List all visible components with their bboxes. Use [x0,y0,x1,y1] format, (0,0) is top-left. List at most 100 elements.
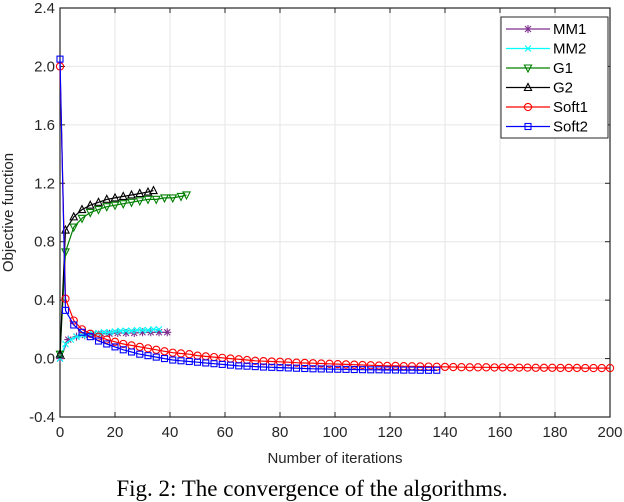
data-point-soft2 [251,363,259,371]
data-point-soft1 [317,359,326,368]
data-point-soft1 [119,339,128,349]
data-point-soft1 [605,363,615,373]
data-point-soft2 [111,343,119,351]
data-point-soft1 [597,363,606,373]
data-point-soft2 [70,321,78,329]
data-point-soft2 [78,328,86,336]
data-point-g1 [85,208,95,218]
y-tick-label: 2.4 [34,0,55,17]
data-point-soft2 [309,365,317,373]
data-point-mm2 [106,328,113,336]
data-point-soft1 [498,363,507,372]
data-point-mm2 [67,336,75,343]
data-point-soft2 [375,366,383,374]
legend-marker-mm2 [524,45,532,52]
data-point-g1 [159,194,170,204]
y-tick-label: 0.0 [34,351,55,368]
data-point-g2 [118,191,128,200]
data-point-g1 [151,195,161,205]
data-point-g2 [110,192,120,202]
data-point-g1 [77,214,87,224]
data-point-soft2 [301,364,309,373]
x-axis-label: Number of iterations [267,450,402,467]
data-point-soft1 [152,345,161,354]
data-point-soft2 [400,366,408,374]
data-point-soft2 [177,357,185,365]
legend-marker-g1 [523,64,533,74]
data-point-g1 [176,192,186,202]
data-point-mm2 [100,328,108,336]
data-point-mm1 [64,335,73,344]
data-point-soft2 [86,333,94,341]
y-tick-label: 0.8 [34,234,55,251]
data-point-soft1 [358,360,367,370]
data-point-g1 [168,194,178,204]
data-point-soft1 [259,357,268,366]
data-point-soft1 [572,363,582,373]
legend-marker-soft1 [523,102,533,112]
legend-label-soft2: Soft2 [553,119,588,136]
data-point-g2 [126,189,137,199]
data-point-soft2 [268,363,276,371]
y-tick-label: 1.6 [34,117,55,134]
data-point-soft2 [94,337,103,345]
data-point-soft1 [284,358,293,367]
legend-marker-soft2 [524,122,532,131]
figure-caption: Fig. 2: The convergence of the algorithm… [116,476,508,501]
data-point-soft2 [160,355,169,363]
x-tick-label: 80 [272,424,289,441]
data-point-soft1 [341,360,351,369]
data-point-soft2 [383,366,391,374]
data-point-soft1 [473,363,483,372]
data-point-g2 [55,348,65,358]
data-point-g1 [143,195,153,205]
data-point-mm2 [139,326,146,334]
data-point-soft1 [548,363,557,372]
x-tick-label: 140 [432,424,457,441]
data-point-soft2 [276,364,284,372]
data-point-soft1 [589,363,598,373]
data-point-soft1 [185,350,194,359]
data-point-soft1 [94,332,103,341]
data-point-g1 [102,203,112,212]
data-point-soft2 [350,365,358,374]
data-point-mm1 [138,328,147,337]
y-tick-label: -0.4 [29,409,55,426]
data-point-soft1 [143,344,153,353]
data-point-soft1 [581,363,590,373]
data-point-mm2 [62,340,69,348]
data-point-g2 [102,194,112,203]
x-tick-label: 200 [597,424,622,441]
series-line-g1 [59,194,187,355]
data-point-g2 [143,186,153,196]
data-point-soft2 [235,362,243,370]
data-point-soft2 [61,306,70,314]
data-point-mm2 [144,326,152,334]
series-line-soft2 [59,59,437,371]
data-point-soft2 [408,366,416,374]
legend-label-mm1: MM1 [553,21,586,38]
data-point-soft2 [218,360,226,368]
series-g1 [55,191,192,360]
data-point-soft2 [152,353,160,361]
data-point-soft1 [308,359,318,368]
data-point-soft2 [243,362,251,370]
data-point-soft2 [193,358,202,366]
data-point-g2 [77,204,87,214]
data-point-soft2 [144,352,152,360]
x-tick-label: 120 [377,424,402,441]
data-point-soft2 [259,363,268,371]
legend-box [500,16,609,139]
data-point-soft1 [457,363,466,372]
x-tick-label: 160 [487,424,512,441]
data-point-soft2 [127,348,136,356]
y-axis-label: Objective function [0,153,17,272]
data-point-soft1 [135,342,144,352]
data-point-g2 [148,185,159,195]
data-point-soft2 [391,366,400,374]
data-point-g1 [126,198,137,208]
data-point-g1 [93,206,104,215]
data-point-soft2 [416,366,424,374]
data-point-soft1 [275,357,285,366]
